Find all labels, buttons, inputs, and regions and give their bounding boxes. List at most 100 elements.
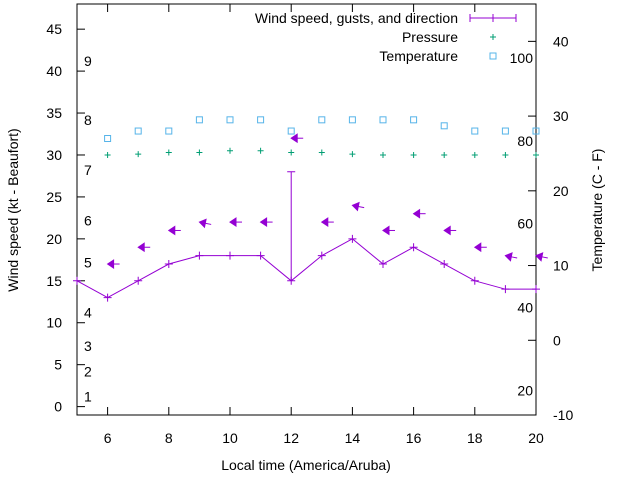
wind-direction-arrow-head — [229, 217, 237, 228]
y-tick-label: 10 — [46, 315, 62, 331]
x-tick-label: 10 — [222, 430, 238, 446]
wind-direction-arrow-head — [504, 252, 513, 262]
x-tick-label: 20 — [528, 430, 544, 446]
wind-speed-point — [470, 276, 479, 285]
wind-direction-arrow — [535, 252, 548, 262]
y-tick-label: 40 — [46, 63, 62, 79]
pressure-point — [318, 149, 325, 156]
fahrenheit-scale-labels: 20 40 60 80 100 — [510, 50, 534, 399]
wind-direction-arrow-shaft — [541, 256, 548, 259]
beaufort-label: 2 — [84, 363, 92, 379]
legend-swatch-pressure — [490, 34, 496, 40]
wind-direction-arrow — [167, 225, 181, 236]
y-tick-label: 15 — [46, 273, 62, 289]
wind-direction-arrow-head — [382, 225, 390, 236]
fahrenheit-label: 60 — [517, 216, 533, 232]
pressure-point — [441, 151, 448, 158]
beaufort-label: 6 — [84, 212, 92, 228]
fahrenheit-label: 20 — [517, 382, 533, 398]
fahrenheit-label: 100 — [510, 50, 534, 66]
x-tick-label: 18 — [467, 430, 483, 446]
plot-border — [76, 3, 537, 416]
x-axis-label: Local time (America/Aruba) — [221, 457, 391, 473]
wind-direction-arrow-head — [137, 242, 145, 253]
pressure-point — [135, 151, 142, 158]
wind-direction-arrow — [320, 217, 334, 228]
temperature-point — [348, 116, 356, 124]
pressure-point — [288, 149, 295, 156]
legend-label-temperature: Temperature — [379, 48, 458, 64]
wind-speed-point — [440, 260, 449, 269]
wind-speed-point — [409, 243, 418, 252]
y2-tick-label: 20 — [553, 183, 569, 199]
wind-direction-arrow-head — [535, 252, 544, 262]
pressure-point — [410, 151, 417, 158]
wind-speed-point — [103, 293, 112, 302]
wind-direction-arrow-head — [198, 218, 207, 229]
wind-speed-point — [164, 260, 173, 269]
wind-direction-arrow-head — [473, 242, 482, 253]
wind-direction-arrow — [198, 218, 212, 229]
temperature-point — [532, 127, 540, 135]
pressure-point — [196, 149, 203, 156]
pressure-point — [227, 147, 233, 154]
y2-tick-label: 40 — [553, 33, 569, 49]
wind-direction-arrow — [137, 242, 151, 253]
y-tick-label: 5 — [54, 357, 62, 373]
temperature-point — [501, 127, 509, 135]
temperature-point — [471, 127, 479, 135]
legend-label-wind: Wind speed, gusts, and direction — [255, 10, 458, 26]
y2-tick-label: 30 — [553, 108, 569, 124]
temperature-point — [134, 127, 142, 135]
pressure-point — [104, 151, 111, 158]
pressure-point — [349, 151, 356, 158]
legend-label-pressure: Pressure — [402, 29, 458, 45]
x-axis: 6 8 10 12 14 16 18 20 — [104, 4, 544, 446]
y2-axis-label: Temperature (C - F) — [589, 149, 605, 272]
wind-direction-arrow — [443, 225, 457, 236]
temperature-point — [410, 116, 418, 124]
x-tick-label: 16 — [406, 430, 422, 446]
wind-direction-arrow-head — [443, 225, 451, 236]
pressure-point — [165, 149, 172, 156]
beaufort-label: 5 — [84, 254, 92, 270]
wind-speed-point — [532, 285, 540, 294]
temperature-point — [104, 135, 112, 143]
wind-direction-arrow-shaft — [205, 222, 212, 225]
wind-speed-point — [195, 251, 204, 260]
x-tick-label: 8 — [165, 430, 173, 446]
wind-direction-arrow — [259, 217, 273, 228]
fahrenheit-label: 80 — [517, 133, 533, 149]
pressure-point — [502, 151, 509, 158]
wind-speed-point — [317, 251, 326, 260]
wind-direction-arrow — [473, 242, 487, 253]
x-tick-label: 6 — [104, 430, 112, 446]
plot-border-group — [76, 3, 537, 416]
wind-direction-arrow-head — [412, 208, 421, 219]
temperature-point — [440, 122, 448, 130]
wind-direction-arrow-head — [320, 217, 329, 228]
y-axis-label: Wind speed (kt - Beaufort) — [5, 128, 21, 291]
y-tick-label: 0 — [54, 399, 62, 415]
temperature-point — [195, 116, 203, 124]
x-tick-label: 14 — [345, 430, 361, 446]
wind-direction-arrow-shaft — [358, 205, 365, 209]
wind-speed-point — [256, 251, 265, 260]
y2-tick-label: 10 — [553, 258, 569, 274]
wind-speed-point — [348, 234, 357, 243]
wind-speed-point — [226, 251, 234, 260]
beaufort-scale-labels: 1 2 3 4 5 6 7 8 9 — [84, 53, 92, 405]
temperature-point — [226, 116, 234, 124]
beaufort-label: 1 — [84, 389, 92, 405]
wind-direction-arrow-head — [167, 225, 176, 236]
beaufort-label: 7 — [84, 162, 92, 178]
wind-direction-arrow — [382, 225, 395, 236]
wind-direction-arrow — [504, 252, 518, 262]
temperature-point — [287, 127, 295, 135]
wind-direction-arrow — [229, 217, 242, 228]
pressure-point — [380, 151, 386, 158]
y-tick-label: 35 — [46, 105, 62, 121]
wind-speed-point — [501, 285, 510, 294]
pressure-point — [471, 151, 478, 158]
